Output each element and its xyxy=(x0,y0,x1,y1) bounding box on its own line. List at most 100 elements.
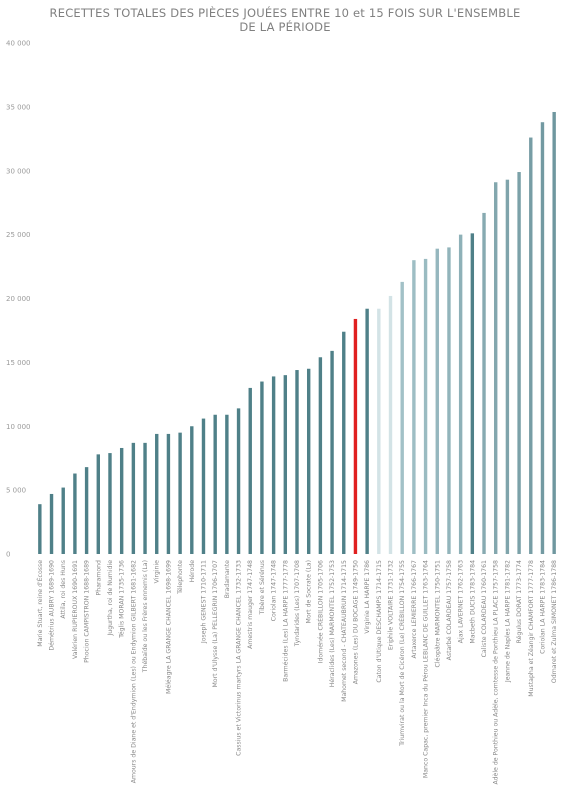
bar xyxy=(447,247,451,554)
x-tick-label: Caliste COLARDEAU 1760-1761 xyxy=(481,560,488,657)
bar xyxy=(108,453,112,554)
bar xyxy=(552,111,556,555)
bar xyxy=(295,370,299,554)
bar xyxy=(119,447,124,554)
bar xyxy=(201,418,206,554)
y-tick-label: 35 000 xyxy=(6,103,31,111)
bar xyxy=(49,493,54,554)
x-tick-label: Coriolan 1747-1748 xyxy=(271,560,278,621)
bar xyxy=(271,376,276,554)
x-tick-label: Héraclides (Les) MARMONTEL 1752-1753 xyxy=(328,560,336,687)
x-tick-label: Téglis MORAN 1735-1736 xyxy=(118,560,126,639)
x-tick-label: Attila, roi des Huns xyxy=(60,560,67,619)
bar xyxy=(73,473,77,554)
bar xyxy=(213,414,217,554)
x-tick-label: Barmécides (Les) LA HARPE 1777-1778 xyxy=(281,560,289,682)
x-tick-label: Joseph GENEST 1710-1711 xyxy=(200,560,207,644)
bar xyxy=(540,122,545,555)
bar xyxy=(143,442,147,554)
y-tick-label: 30 000 xyxy=(6,167,31,175)
x-tick-label: Bradamante xyxy=(224,560,231,598)
x-tick-label: Adèle de Ponthieu ou Adèle, comtesse de … xyxy=(492,560,500,785)
bar xyxy=(388,295,393,554)
bar xyxy=(283,375,288,554)
x-tick-label: Mort de Socrate (La) xyxy=(306,560,313,623)
y-tick-label: 15 000 xyxy=(6,359,31,367)
x-tick-label: Hérode xyxy=(188,560,196,583)
bar xyxy=(529,137,533,555)
bar xyxy=(236,408,241,554)
bar xyxy=(38,504,42,554)
bar-highlighted xyxy=(353,318,358,554)
x-tick-label: Tyndarides (Les) 1707-1708 xyxy=(294,560,301,647)
y-tick-label: 25 000 xyxy=(6,231,31,239)
x-tick-label: Odmaret et Zulma SIMONET 1786-1788 xyxy=(551,560,558,683)
x-tick-label: Télephonte xyxy=(176,560,184,595)
x-tick-label: Pharamond xyxy=(95,560,102,596)
bar xyxy=(342,331,346,554)
bar xyxy=(505,179,510,554)
x-tick-label: Manco Capac, premier Inca du Pérou LEBLA… xyxy=(422,560,430,778)
x-tick-label: Eriphile VOLTAIRE 1731-1732 xyxy=(388,560,395,650)
bar xyxy=(470,233,475,554)
y-tick-label: 10 000 xyxy=(6,423,31,431)
bar xyxy=(225,414,229,554)
x-tick-label: Tibère et Sérénus xyxy=(258,560,266,615)
chart-title: RECETTES TOTALES DES PIÈCES JOUÉES ENTRE… xyxy=(49,6,521,34)
x-tick-label: Thébaïde ou les Frères ennemis (La) xyxy=(141,560,149,673)
y-tick-label: 0 xyxy=(6,551,10,559)
bar xyxy=(131,442,136,554)
x-tick-label: Caton d'Utique DESCHAMPS 1714-1715 xyxy=(376,560,383,683)
bar xyxy=(166,433,171,554)
x-tick-label: Méléagre LA GRANGE CHANCEL 1698-1699 xyxy=(164,560,172,694)
bar xyxy=(423,258,428,554)
bar xyxy=(96,454,100,554)
x-tick-label: Amazones (Les) DU BOCAGE 1749-1750 xyxy=(352,560,359,684)
x-tick-label: Cassius et Victorinus martyrs LA GRANGE … xyxy=(236,560,243,756)
x-tick-label: Ajax LAVERNET 1762-1763 xyxy=(458,560,465,643)
bar xyxy=(248,387,252,554)
x-tick-label: Astarbé COLARDEAU 1757-1758 xyxy=(445,560,453,660)
x-tick-label: Mahomet second - CHATEAUBRUN 1714-1715 xyxy=(341,560,348,702)
x-tick-label: Régulus DORAT 1773-1774 xyxy=(515,560,523,643)
x-tick-label: Virginie LA HARPE 1786 xyxy=(364,560,371,634)
bar xyxy=(435,248,439,554)
bar xyxy=(178,432,182,554)
x-tick-label: Jugurtha, roi de Numidie xyxy=(107,560,114,637)
bar xyxy=(365,308,369,554)
x-axis: Marie Stuart, reine d'Écosse Démétrius AU… xyxy=(35,560,558,785)
bar xyxy=(84,467,89,554)
bar xyxy=(458,234,463,555)
bar xyxy=(260,381,264,554)
bar xyxy=(190,426,194,554)
x-tick-label: Coriolan LA HARPE 1783-1784 xyxy=(539,560,546,654)
x-tick-label: Phocion CAMPISTRON 1688-1689 xyxy=(84,560,91,663)
bar xyxy=(330,350,334,554)
x-tick-label: Marie Stuart, reine d'Écosse xyxy=(35,560,44,647)
bar xyxy=(61,487,65,554)
x-tick-label: Triumvirat ou la Mort de Cicéron (Le) CR… xyxy=(397,560,406,747)
bar xyxy=(517,172,521,554)
y-tick-label: 5 000 xyxy=(6,487,26,495)
x-tick-label: Mort d'Ulysse (La) PELLEGRIN 1706-1707 xyxy=(212,560,219,688)
y-tick-label: 20 000 xyxy=(6,295,31,303)
x-tick-label: Macbeth DUCIS 1783-1784 xyxy=(469,560,476,644)
bar xyxy=(155,433,159,554)
x-tick-label: Idoménée CRÉBILLON 1705-1706 xyxy=(315,560,324,663)
y-axis: 0 5 000 10 000 15 000 20 000 25 000 30 000 35 0… xyxy=(6,40,31,559)
bars xyxy=(38,111,556,555)
bar xyxy=(400,281,404,554)
x-tick-label: Démétrius AUBRY 1689-1690 xyxy=(48,560,56,651)
bar xyxy=(412,260,416,554)
x-tick-label: Virginie xyxy=(154,560,161,584)
x-tick-label: Mustapha et Zéangir CHAMFORT 1777-1778 xyxy=(527,560,535,697)
bar xyxy=(482,212,486,554)
x-tick-label: Cléopâtre MARMONTEL 1750-1751 xyxy=(433,560,441,668)
x-tick-label: Valérien RUPIEROUX 1690-1691 xyxy=(71,560,79,659)
x-tick-label: Jeanne de Naples LA HARPE 1781-1782 xyxy=(504,560,511,683)
bar xyxy=(494,182,498,554)
y-tick-label: 40 000 xyxy=(6,40,31,48)
x-tick-label: Amestris mauger 1747-1748 xyxy=(247,560,254,649)
x-tick-label: Amours de Diane et d'Endymion (Les) ou E… xyxy=(130,560,137,783)
